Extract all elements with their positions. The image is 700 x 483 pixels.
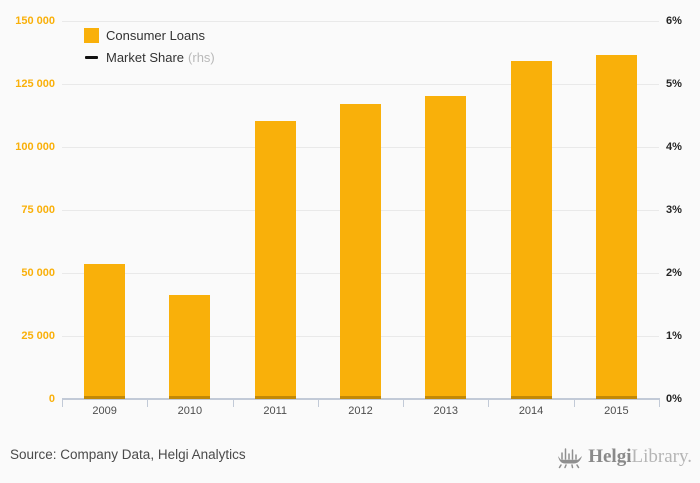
y-axis-label-right: 5% [666, 78, 682, 90]
x-axis-tick [232, 400, 234, 407]
x-axis-label: 2015 [604, 405, 629, 417]
x-axis-tick [62, 400, 63, 407]
y-axis-label-right: 1% [666, 330, 682, 342]
x-axis-tick [317, 400, 319, 407]
logo-text: HelgiLibrary. [588, 446, 692, 467]
y-axis-label-left: 150 000 [15, 15, 55, 27]
x-axis-label: 2011 [263, 405, 288, 417]
x-axis-tick [659, 400, 660, 407]
x-axis-tick [403, 400, 405, 407]
y-axis-label-right: 2% [666, 267, 682, 279]
x-axis-label: 2014 [518, 405, 544, 417]
x-axis-label: 2012 [348, 405, 373, 417]
bar-2010[interactable] [169, 294, 211, 399]
bar-marker-icon [84, 28, 99, 43]
y-axis-label-left: 25 000 [21, 330, 55, 342]
source-note: Source: Company Data, Helgi Analytics [10, 447, 246, 462]
bar-2013[interactable] [425, 96, 467, 399]
x-axis-tick [573, 400, 575, 407]
y-axis-label-left: 50 000 [21, 267, 55, 279]
y-axis-label-left: 100 000 [15, 141, 55, 153]
x-axis-label: 2013 [433, 405, 459, 417]
helgi-library-logo: HelgiLibrary. [557, 444, 692, 470]
x-axis-line [62, 398, 660, 400]
legend-label: Market Share [106, 50, 185, 65]
y-axis-label-right: 4% [666, 141, 682, 153]
x-axis-tick [488, 400, 490, 407]
y-axis-label-right: 3% [666, 204, 682, 216]
helgi-ship-icon [558, 448, 583, 469]
legend-label: Consumer Loans [106, 28, 205, 43]
bar-2012[interactable] [340, 103, 381, 399]
y-axis-label-left: 75 000 [21, 204, 55, 216]
x-axis-tick [147, 400, 149, 407]
x-axis-label: 2010 [177, 405, 203, 417]
gridline [62, 83, 659, 85]
y-axis-label-left: 125 000 [15, 78, 55, 90]
legend-rhs-suffix: (rhs) [188, 50, 215, 65]
x-axis-label: 2009 [92, 405, 117, 417]
gridline [62, 20, 659, 22]
chart-legend: Consumer Loans Market Share (rhs) [84, 27, 215, 71]
bar-2015[interactable] [595, 54, 637, 399]
bar-2014[interactable] [510, 60, 552, 399]
y-axis-label-right: 0% [666, 393, 682, 405]
y-axis-label-right: 6% [666, 15, 682, 27]
legend-item-consumer-loans[interactable]: Consumer Loans [84, 27, 215, 44]
line-marker-icon [84, 56, 99, 59]
legend-item-market-share[interactable]: Market Share (rhs) [84, 49, 215, 66]
bar-2009[interactable] [84, 263, 126, 399]
bar-2011[interactable] [254, 120, 296, 399]
y-axis-label-left: 0 [48, 393, 55, 405]
